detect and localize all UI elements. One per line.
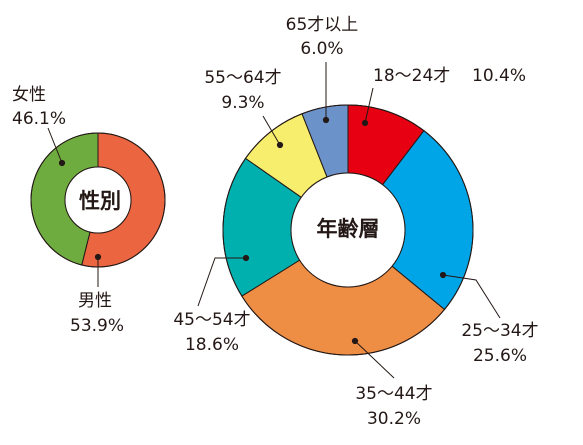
age-value-45-54: 18.6%	[185, 335, 239, 355]
leader-dot-65plus	[322, 116, 330, 124]
age-label-45-54: 45～54才	[173, 310, 250, 330]
gender-label-male: 男性	[78, 291, 112, 311]
age-value-25-34: 25.6%	[473, 346, 527, 366]
age-value-65plus: 6.0%	[300, 39, 343, 59]
leader-dot-35-44	[351, 337, 359, 345]
age-center-title: 年齢層	[317, 217, 380, 241]
age-label-55-64: 55～64才	[204, 68, 281, 88]
leader-line-female	[47, 127, 63, 164]
age-label-35-44: 35～44才	[355, 384, 432, 404]
leader-line-35-44	[354, 340, 395, 379]
age-label-65plus: 65才以上	[286, 15, 359, 35]
leader-lines	[47, 62, 501, 379]
age-value-18-24: 10.4%	[472, 66, 526, 86]
age-outer-ring	[222, 104, 474, 356]
age-donut	[222, 104, 474, 356]
gender-value-male: 53.9%	[70, 316, 124, 336]
leader-dot-55-64	[276, 141, 284, 149]
leader-dot-18-24	[361, 119, 369, 127]
leader-line-55-64	[262, 115, 281, 146]
leader-dot-male	[94, 253, 102, 261]
age-inner-hole	[290, 172, 406, 288]
leader-line-45-54	[197, 257, 246, 307]
age-label-18-24: 18～24才	[373, 66, 450, 86]
gender-value-female: 46.1%	[12, 109, 66, 129]
leader-line-18-24	[364, 87, 374, 124]
leader-dot-25-34	[439, 271, 447, 279]
age-value-35-44: 30.2%	[367, 409, 421, 429]
gender-donut	[30, 132, 166, 268]
leader-dot-female	[58, 159, 66, 167]
gender-center-title: 性別	[79, 189, 121, 213]
age-value-55-64: 9.3%	[221, 93, 264, 113]
gender-inner-hole	[64, 166, 132, 234]
gender-label-female: 女性	[12, 85, 46, 105]
age-label-25-34: 25～34才	[461, 321, 538, 341]
leader-dot-45-54	[242, 254, 250, 262]
leader-line-25-34	[442, 274, 501, 319]
